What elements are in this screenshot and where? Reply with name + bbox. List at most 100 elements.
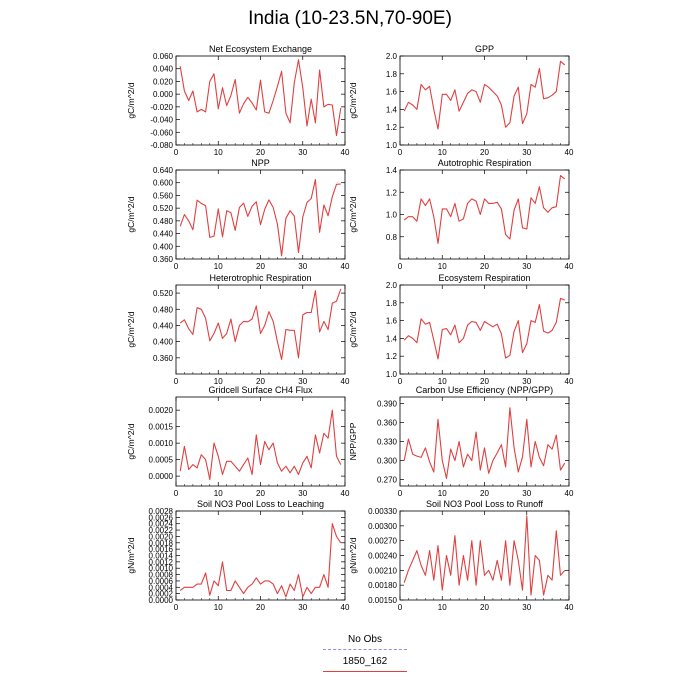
x-tick-label: 20: [480, 603, 489, 612]
y-tick-label: 1.6: [386, 317, 398, 326]
chart-panel-3: NPP 0 10 20 30 40 0.360 0.400 0.440 0.480 0.520 0.5…: [126, 158, 350, 271]
series-line-1: [403, 297, 566, 360]
x-tick-label: 0: [174, 148, 179, 157]
y-tick-label: 0.400: [153, 338, 174, 347]
x-tick-label: 30: [298, 148, 307, 157]
x-tick-label: 0: [174, 603, 179, 612]
series-line-1: [179, 409, 342, 480]
chart-panel-1: Net Ecosystem Exchange 0 10 20 30 40 -0.080 -0.…: [126, 44, 350, 157]
x-tick-label: 40: [341, 603, 350, 612]
series-line-1: [403, 175, 566, 244]
chart-panel-8: Carbon Use Efficiency (NPP/GPP) 0 10 20 30 40…: [348, 385, 574, 498]
y-tick-label: 0.440: [153, 321, 174, 330]
x-tick-label: 40: [565, 262, 574, 271]
x-tick-label: 10: [214, 603, 223, 612]
chart-panel-4: Autotrophic Respiration 0 10 20 30 40 0.8 1.0 1.…: [348, 158, 574, 271]
series-line-1: [403, 407, 566, 479]
x-tick-label: 20: [256, 603, 265, 612]
plot-frame: [399, 396, 570, 487]
chart-title: Soil NO3 Pool Loss to Leaching: [197, 499, 324, 509]
y-tick-label: 1.6: [386, 88, 398, 97]
x-tick-label: 20: [256, 262, 265, 271]
chart-panel-5: Heterotrophic Respiration 0 10 20 30 40 0.360 0…: [126, 273, 350, 386]
y-tick-label: 0.0028: [149, 507, 174, 516]
x-tick-label: 10: [214, 262, 223, 271]
y-tick-label: 1.2: [386, 188, 398, 197]
plot-frame: [175, 55, 346, 146]
y-tick-label: 0.0016: [149, 545, 174, 554]
y-tick-label: 1.2: [386, 123, 398, 132]
series-line-1: [179, 523, 342, 598]
chart-title: Gridcell Surface CH4 Flux: [208, 385, 313, 395]
x-tick-label: 30: [522, 603, 531, 612]
y-tick-label: 0.00150: [368, 596, 397, 605]
x-tick-label: 10: [214, 377, 223, 386]
y-axis-label: gC/m^2/d: [348, 311, 358, 347]
page-title: India (10-23.5N,70-90E): [248, 8, 452, 29]
chart-panel-7: Gridcell Surface CH4 Flux 0 10 20 30 40 0.0000…: [126, 385, 350, 498]
x-tick-label: 20: [480, 262, 489, 271]
series-line-1: [179, 178, 341, 257]
x-tick-label: 40: [341, 262, 350, 271]
x-tick-label: 10: [214, 148, 223, 157]
y-tick-label: 0.0000: [149, 596, 174, 605]
y-tick-label: 0.0020: [149, 532, 174, 541]
y-tick-label: 0.0018: [149, 539, 174, 548]
y-tick-label: 0.0005: [149, 456, 174, 465]
x-tick-label: 20: [256, 377, 265, 386]
x-tick-label: 10: [438, 489, 447, 498]
chart-panel-6: Ecosystem Respiration 0 10 20 30 40 1.0 1.2 1.4 1…: [348, 273, 574, 386]
y-tick-label: 1.0: [386, 141, 398, 150]
y-tick-label: 1.4: [386, 334, 398, 343]
series-line-1: [403, 515, 566, 596]
y-tick-label: 0.560: [153, 191, 174, 200]
y-tick-label: 0.0010: [149, 439, 174, 448]
y-tick-label: -0.060: [150, 128, 173, 137]
y-tick-label: -0.040: [150, 116, 173, 125]
y-tick-label: 0.640: [153, 166, 174, 175]
y-tick-label: 0.360: [153, 255, 174, 264]
y-tick-label: 1.0: [386, 211, 398, 220]
x-tick-label: 10: [214, 489, 223, 498]
chart-title: NPP: [251, 158, 270, 168]
y-tick-label: 0.0004: [149, 583, 174, 592]
y-tick-label: 2.0: [386, 52, 398, 61]
y-tick-label: 0.8: [386, 233, 398, 242]
y-axis-label: gC/m^2/d: [348, 196, 358, 232]
x-tick-label: 30: [522, 377, 531, 386]
x-tick-label: 40: [341, 377, 350, 386]
y-tick-label: -0.020: [150, 103, 173, 112]
y-tick-label: 1.2: [386, 352, 398, 361]
series-line-1: [403, 60, 566, 130]
y-tick-label: 0.00180: [368, 581, 397, 590]
y-tick-label: 0.480: [153, 217, 174, 226]
y-tick-label: 0.0022: [149, 526, 174, 535]
x-tick-label: 30: [298, 377, 307, 386]
y-tick-label: 0.00330: [368, 507, 397, 516]
legend: No Obs 1850_162: [300, 634, 430, 678]
y-tick-label: 1.4: [386, 105, 398, 114]
y-tick-label: 0.360: [377, 418, 398, 427]
y-tick-label: 0.400: [153, 242, 174, 251]
x-tick-label: 10: [438, 262, 447, 271]
y-tick-label: 0.0006: [149, 577, 174, 586]
x-tick-label: 0: [398, 603, 403, 612]
y-tick-label: 0.520: [153, 289, 174, 298]
x-tick-label: 40: [341, 148, 350, 157]
y-tick-label: 0.0008: [149, 571, 174, 580]
x-tick-label: 0: [174, 377, 179, 386]
y-tick-label: 0.00210: [368, 566, 397, 575]
x-tick-label: 20: [256, 148, 265, 157]
y-tick-label: 0.040: [153, 65, 174, 74]
chart-panel-2: GPP 0 10 20 30 40 1.0 1.2 1.4 1.6 1.8 2.0 gC/m^2/d: [348, 44, 574, 157]
y-tick-label: 0.00300: [368, 522, 397, 531]
x-tick-label: 10: [438, 148, 447, 157]
y-tick-label: 0.0012: [149, 558, 174, 567]
x-tick-label: 0: [174, 489, 179, 498]
chart-panel-10: Soil NO3 Pool Loss to Runoff 0 10 20 30 40 0.0…: [348, 499, 574, 612]
y-tick-label: 0.330: [377, 438, 398, 447]
x-tick-label: 30: [522, 489, 531, 498]
y-tick-label: 2.0: [386, 281, 398, 290]
plot-frame: [399, 169, 570, 260]
